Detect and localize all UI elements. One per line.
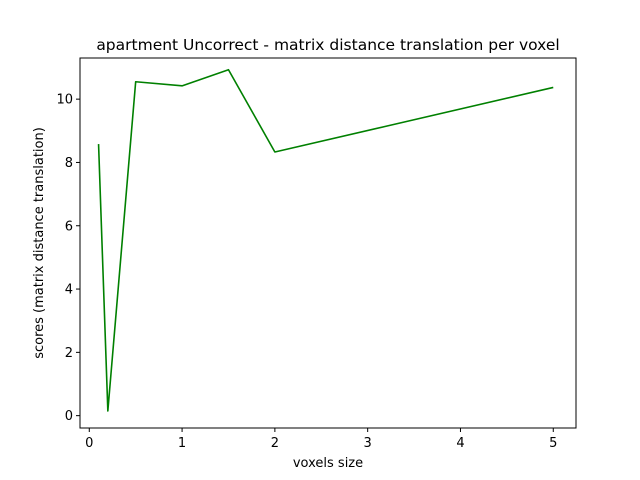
y-tick-label: 4 [65, 283, 73, 298]
y-tick-label: 10 [56, 93, 73, 108]
x-tick-label: 3 [364, 436, 372, 451]
x-tick-label: 2 [271, 436, 279, 451]
x-tick-label: 1 [178, 436, 186, 451]
plot-area [97, 68, 554, 412]
y-tick-label: 2 [65, 346, 73, 361]
plot-frame [79, 57, 577, 429]
x-axis: 0 1 2 3 4 5 [85, 428, 557, 451]
x-tick-label: 4 [456, 436, 464, 451]
y-tick-label: 0 [65, 409, 73, 424]
y-tick-label: 6 [65, 219, 73, 234]
series-line-0 [97, 68, 554, 412]
x-tick-label: 5 [549, 436, 557, 451]
x-tick-label: 0 [85, 436, 93, 451]
x-axis-label: voxels size [293, 456, 363, 471]
y-axis-label: scores (matrix distance translation) [32, 127, 47, 359]
chart-title: apartment Uncorrect - matrix distance tr… [96, 36, 559, 54]
y-tick-label: 8 [65, 156, 73, 171]
y-axis: 0 2 4 6 8 10 [56, 93, 80, 424]
